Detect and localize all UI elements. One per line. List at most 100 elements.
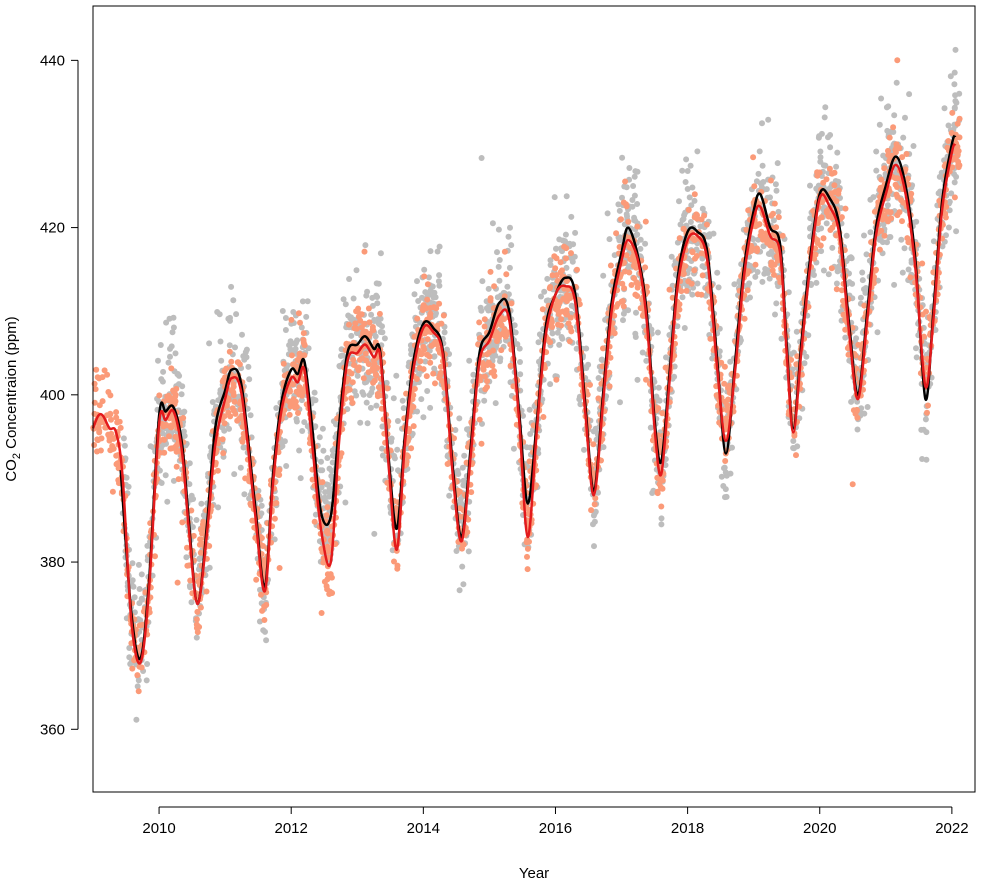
data-point-orange (96, 375, 103, 382)
data-point-gray (303, 313, 310, 320)
data-point-orange (288, 316, 295, 323)
data-point-gray (376, 321, 383, 328)
data-point-orange (180, 415, 187, 421)
data-point-gray (126, 654, 133, 661)
data-point-gray (658, 515, 665, 522)
data-point-gray (172, 350, 179, 357)
data-point-orange (348, 370, 355, 377)
data-point-gray (452, 427, 459, 433)
data-point-gray (186, 460, 193, 467)
data-point-gray (217, 390, 224, 397)
data-point-orange (427, 313, 434, 320)
data-point-orange (816, 169, 823, 176)
data-point-orange (173, 385, 180, 392)
data-point-gray (551, 194, 558, 201)
data-point-gray (170, 477, 177, 484)
data-point-gray (263, 637, 270, 644)
data-point-gray (553, 245, 559, 252)
data-point-orange (549, 272, 556, 279)
data-point-gray (859, 277, 866, 284)
data-point-gray (729, 444, 735, 451)
data-point-gray (497, 358, 503, 365)
data-point-orange (481, 323, 488, 330)
data-point-gray (324, 455, 331, 461)
data-point-gray (576, 396, 583, 403)
data-point-gray (436, 272, 443, 279)
data-point-gray (848, 398, 855, 405)
data-point-orange (166, 433, 172, 440)
data-point-orange (350, 356, 357, 363)
data-point-orange (691, 214, 698, 221)
data-point-orange (488, 369, 495, 376)
data-point-gray (642, 240, 649, 247)
data-point-orange (197, 549, 204, 556)
data-point-orange (280, 360, 287, 367)
data-point-gray (757, 180, 764, 187)
data-point-gray (431, 365, 438, 372)
data-point-gray (854, 398, 861, 405)
data-point-gray (746, 280, 753, 287)
data-point-gray (770, 217, 777, 224)
data-point-gray (364, 420, 371, 427)
data-point-gray (121, 442, 128, 449)
data-point-orange (886, 134, 893, 141)
data-point-orange (558, 316, 565, 323)
data-point-gray (600, 272, 607, 279)
data-point-orange (219, 436, 226, 443)
data-point-gray (130, 583, 137, 590)
data-point-gray (517, 371, 524, 378)
data-point-gray (329, 459, 336, 466)
data-point-orange (227, 413, 234, 420)
data-point-gray (948, 190, 955, 197)
data-point-orange (478, 440, 485, 447)
data-point-gray (554, 329, 561, 336)
data-point-orange (261, 603, 268, 610)
data-point-gray (504, 283, 511, 290)
x-tick-label: 2012 (275, 820, 308, 837)
data-point-gray (626, 263, 633, 270)
data-point-orange (829, 170, 835, 177)
data-point-orange (503, 331, 510, 338)
data-point-gray (186, 582, 193, 589)
y-tick-label: 420 (40, 220, 65, 237)
data-point-gray (196, 556, 203, 562)
data-point-gray (820, 267, 827, 274)
data-point-gray (825, 271, 832, 278)
data-point-gray (766, 275, 773, 282)
data-point-gray (616, 207, 623, 214)
data-point-orange (883, 215, 889, 222)
data-point-orange (908, 190, 915, 197)
data-point-gray (857, 294, 864, 301)
data-point-orange (683, 287, 690, 294)
data-point-gray (706, 233, 713, 240)
data-point-gray (377, 329, 384, 335)
data-point-gray (293, 339, 299, 346)
data-point-orange (878, 176, 885, 183)
data-point-gray (240, 444, 247, 451)
data-point-gray (686, 194, 693, 201)
y-tick-label: 380 (40, 554, 65, 571)
data-point-gray (162, 472, 169, 479)
data-point-orange (430, 370, 437, 377)
data-point-gray (599, 357, 606, 363)
data-point-gray (600, 444, 607, 451)
data-point-gray (298, 324, 305, 331)
data-point-gray (232, 344, 238, 351)
data-point-gray (507, 224, 513, 231)
data-point-gray (478, 307, 485, 314)
data-point-gray (316, 434, 323, 441)
data-point-gray (813, 279, 820, 286)
data-point-gray (681, 325, 688, 331)
data-point-orange (416, 365, 423, 371)
data-point-orange (676, 235, 683, 242)
data-point-gray (910, 143, 917, 149)
data-point-orange (431, 341, 438, 348)
data-point-orange (288, 352, 295, 359)
data-point-orange (271, 515, 278, 522)
data-point-gray (456, 587, 463, 594)
data-point-gray (654, 329, 661, 336)
data-point-gray (495, 263, 502, 270)
data-point-orange (109, 488, 116, 495)
data-point-gray (623, 211, 630, 218)
data-point-gray (870, 194, 877, 201)
